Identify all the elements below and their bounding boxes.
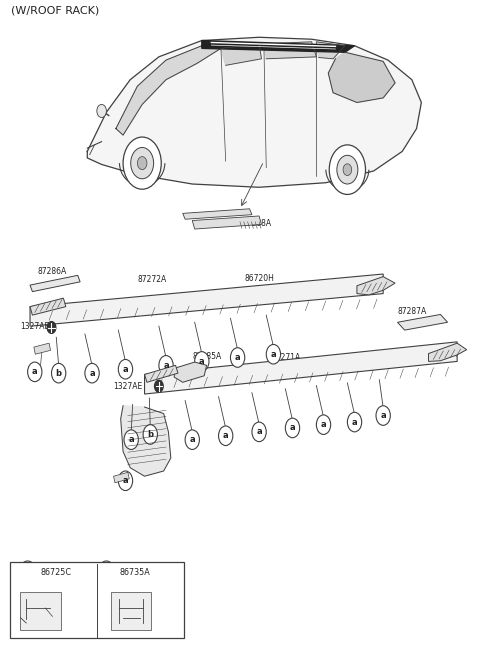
Circle shape <box>137 157 147 170</box>
Text: a: a <box>380 411 386 420</box>
Polygon shape <box>144 365 178 383</box>
FancyBboxPatch shape <box>10 562 184 638</box>
Polygon shape <box>114 472 129 483</box>
Circle shape <box>124 430 138 449</box>
Polygon shape <box>328 52 395 102</box>
Polygon shape <box>192 216 262 229</box>
Circle shape <box>118 471 132 491</box>
Text: 87285A: 87285A <box>192 352 222 361</box>
Circle shape <box>85 364 99 383</box>
FancyBboxPatch shape <box>111 591 151 630</box>
Text: 87272A: 87272A <box>137 275 167 284</box>
Circle shape <box>185 430 199 449</box>
Circle shape <box>230 348 245 367</box>
Circle shape <box>218 426 233 445</box>
Text: b: b <box>56 369 61 378</box>
Polygon shape <box>87 37 421 187</box>
Text: b: b <box>147 430 153 439</box>
Circle shape <box>195 352 209 371</box>
Text: 86710H: 86710H <box>398 352 428 361</box>
Text: 87271A: 87271A <box>271 353 300 362</box>
Polygon shape <box>144 342 457 394</box>
Text: 86720H: 86720H <box>245 274 275 282</box>
Text: a: a <box>235 353 240 362</box>
Polygon shape <box>120 405 171 476</box>
Text: 86725C: 86725C <box>40 569 72 577</box>
Circle shape <box>316 415 331 434</box>
Polygon shape <box>34 343 50 354</box>
Polygon shape <box>264 42 316 59</box>
Circle shape <box>19 561 36 584</box>
Text: a: a <box>321 420 326 429</box>
Circle shape <box>98 561 115 584</box>
Circle shape <box>343 164 352 176</box>
Circle shape <box>329 145 365 195</box>
Circle shape <box>47 322 56 333</box>
Circle shape <box>266 345 281 364</box>
Text: a: a <box>223 431 228 440</box>
Text: 87286A: 87286A <box>37 267 66 276</box>
Polygon shape <box>221 44 262 66</box>
Text: 1327AE: 1327AE <box>21 322 50 331</box>
Polygon shape <box>174 362 206 383</box>
Polygon shape <box>357 276 395 295</box>
Text: a: a <box>128 435 134 444</box>
Text: a: a <box>290 423 295 432</box>
Text: a: a <box>256 427 262 436</box>
Text: a: a <box>24 569 31 577</box>
Text: a: a <box>190 435 195 444</box>
Circle shape <box>337 155 358 184</box>
FancyBboxPatch shape <box>21 591 60 630</box>
Circle shape <box>285 418 300 438</box>
Text: 87287A: 87287A <box>397 307 427 316</box>
Polygon shape <box>30 298 66 315</box>
Text: a: a <box>123 476 128 485</box>
Circle shape <box>118 360 132 379</box>
Circle shape <box>155 381 163 392</box>
Circle shape <box>348 412 362 432</box>
Text: a: a <box>89 369 95 378</box>
Text: (W/ROOF RACK): (W/ROOF RACK) <box>11 5 99 15</box>
Circle shape <box>131 147 154 179</box>
Circle shape <box>51 364 66 383</box>
Circle shape <box>252 422 266 441</box>
Text: b: b <box>103 569 109 577</box>
Circle shape <box>97 104 107 117</box>
Circle shape <box>159 356 173 375</box>
Text: a: a <box>199 357 204 366</box>
Circle shape <box>28 362 42 382</box>
Text: a: a <box>163 361 169 370</box>
Polygon shape <box>183 209 252 219</box>
Text: 1327AE: 1327AE <box>114 382 143 391</box>
Polygon shape <box>429 343 467 362</box>
Circle shape <box>143 424 157 444</box>
Text: 87288A: 87288A <box>242 219 272 229</box>
Polygon shape <box>116 46 221 135</box>
Polygon shape <box>397 314 447 330</box>
Text: a: a <box>271 350 276 359</box>
Circle shape <box>376 405 390 425</box>
Text: a: a <box>123 365 128 374</box>
Circle shape <box>123 137 161 189</box>
Polygon shape <box>30 275 80 291</box>
Polygon shape <box>202 41 355 52</box>
Text: a: a <box>32 367 37 377</box>
Polygon shape <box>30 274 383 326</box>
Polygon shape <box>316 42 345 59</box>
Text: 86735A: 86735A <box>119 569 150 577</box>
Text: a: a <box>352 418 357 426</box>
